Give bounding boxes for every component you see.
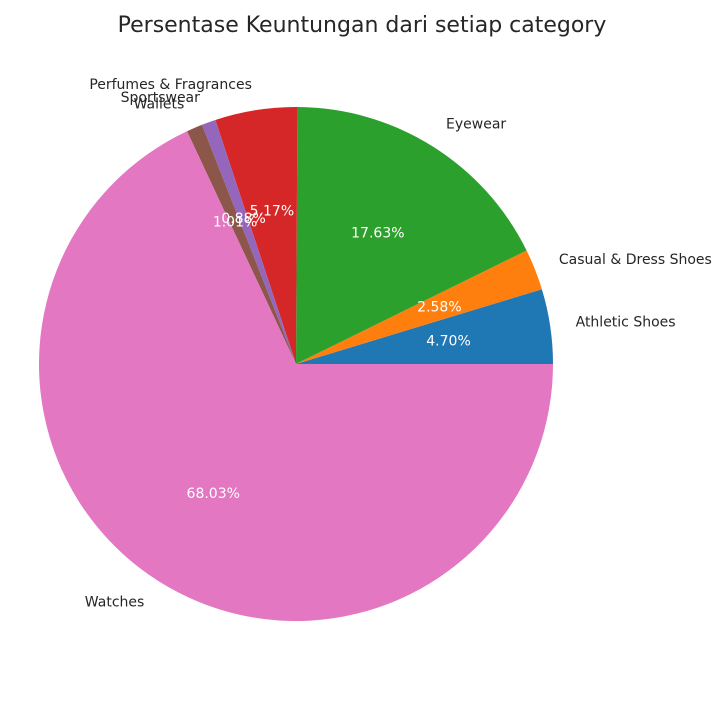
slice-percent-watches: 68.03% bbox=[187, 486, 240, 502]
slice-percent-athletic-shoes: 4.70% bbox=[426, 333, 470, 349]
pie-slice-sportswear bbox=[201, 119, 296, 364]
pie-slice-watches bbox=[39, 131, 554, 622]
slice-percent-perfumes-and-fragrances: 5.17% bbox=[250, 204, 294, 220]
pie-slice-eyewear bbox=[296, 107, 527, 364]
slice-percent-casual-and-dress-shoes: 2.58% bbox=[417, 299, 461, 315]
chart-title: Persentase Keuntungan dari setiap catego… bbox=[118, 13, 607, 38]
slice-label-watches: Watches bbox=[85, 595, 145, 611]
pie-percent-labels: 4.70% 2.58% 17.63% 5.17%0.88%1.01% 68.03% bbox=[187, 204, 471, 502]
slice-percent-sportswear: 0.88% bbox=[221, 211, 265, 227]
slice-percent-eyewear: 17.63% bbox=[351, 225, 404, 241]
slice-label-perfumes-and-fragrances: Perfumes & Fragrances bbox=[89, 77, 252, 93]
pie-slices bbox=[39, 107, 554, 622]
pie-slice-athletic-shoes bbox=[296, 289, 553, 364]
slice-label-casual-and-dress-shoes: Casual & Dress Shoes bbox=[559, 252, 712, 268]
pie-slice-perfumes-and-fragrances bbox=[215, 107, 298, 364]
pie-slice-wallets bbox=[187, 124, 296, 364]
slice-label-sportswear: Sportswear bbox=[121, 90, 201, 106]
slice-label-wallets: Wallets bbox=[134, 96, 185, 112]
slice-label-athletic-shoes: Athletic Shoes bbox=[576, 314, 676, 330]
slice-percent-wallets: 1.01% bbox=[213, 214, 257, 230]
pie-slice-casual-and-dress-shoes bbox=[296, 250, 542, 364]
pie-outer-labels: Athletic Shoes Casual & Dress Shoes Eyewea… bbox=[85, 77, 712, 611]
slice-label-eyewear: Eyewear bbox=[446, 116, 506, 132]
